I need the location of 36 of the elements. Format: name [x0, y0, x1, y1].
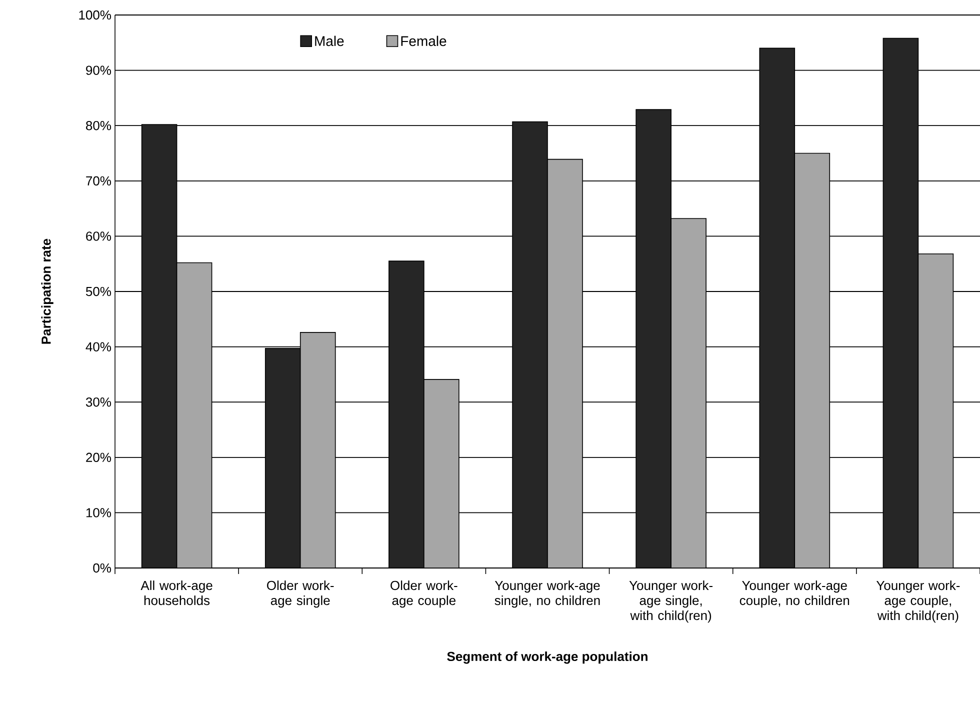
- bar: [918, 253, 954, 568]
- bar: [388, 260, 424, 568]
- bar: [512, 121, 548, 568]
- bar: [670, 218, 706, 568]
- y-tick-label: 40%: [86, 342, 112, 352]
- y-axis-title: Participation rate: [41, 238, 54, 344]
- y-tick-label: 80%: [86, 120, 112, 130]
- y-tick-label: 20%: [86, 452, 112, 462]
- bar: [636, 109, 672, 568]
- x-tick-label: Younger work-age couple, no children: [740, 580, 850, 608]
- legend-label: Female: [401, 36, 446, 46]
- y-tick-label: 30%: [86, 397, 112, 407]
- x-tick-label: Younger work-age couple, with child(ren): [876, 580, 960, 623]
- y-tick-label: 10%: [86, 508, 112, 518]
- bar: [882, 38, 919, 568]
- y-tick-label: 100%: [79, 10, 112, 20]
- x-tick-label: Younger work-age single, no children: [494, 580, 600, 608]
- bar: [794, 152, 830, 568]
- y-tick-label: 70%: [86, 176, 112, 186]
- y-tick-label: 50%: [86, 286, 112, 296]
- bar: [759, 48, 796, 568]
- bar: [424, 379, 460, 568]
- legend-label: Male: [315, 36, 344, 46]
- x-tick-label: All work-age households: [140, 580, 212, 606]
- y-tick-label: 90%: [86, 66, 112, 75]
- y-tick-label: 60%: [86, 232, 112, 241]
- x-tick-label: Younger work-age single, with child(ren): [629, 580, 712, 623]
- x-axis-title: Segment of work-age population: [447, 652, 648, 664]
- bar: [176, 262, 212, 568]
- bar: [547, 158, 583, 568]
- bar: [300, 332, 336, 568]
- bar: [264, 348, 301, 568]
- x-tick-label: Older work-age single: [267, 580, 334, 608]
- bar: [141, 124, 178, 568]
- y-tick-label: 0%: [93, 563, 112, 573]
- x-tick-label: Older work-age couple: [390, 580, 458, 608]
